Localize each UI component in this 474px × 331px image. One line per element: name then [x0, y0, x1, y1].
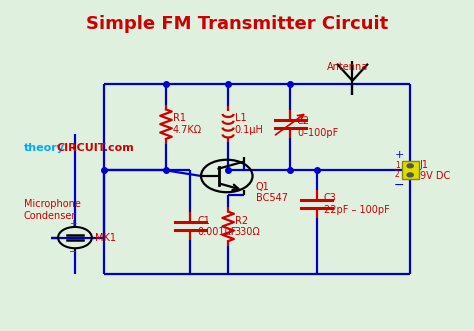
Circle shape: [407, 164, 413, 168]
Text: C3
22pF – 100pF: C3 22pF – 100pF: [324, 193, 389, 215]
Text: L1
0.1μH: L1 0.1μH: [235, 113, 264, 135]
Text: −: −: [69, 247, 77, 257]
Text: −: −: [394, 179, 404, 192]
Text: +: +: [394, 150, 404, 160]
Title: Simple FM Transmitter Circuit: Simple FM Transmitter Circuit: [86, 15, 388, 33]
Text: J1
9V DC: J1 9V DC: [420, 160, 450, 181]
Text: C1
0.001μF: C1 0.001μF: [197, 215, 237, 237]
Circle shape: [407, 173, 413, 177]
Text: 1: 1: [395, 161, 400, 170]
Text: +: +: [69, 219, 76, 228]
Text: CIRCUIT.com: CIRCUIT.com: [56, 143, 134, 153]
Text: theory: theory: [24, 143, 65, 153]
Text: Antenna: Antenna: [328, 62, 369, 72]
Text: Microphone
Condenser: Microphone Condenser: [24, 199, 81, 221]
Text: R2
330Ω: R2 330Ω: [235, 215, 261, 237]
Text: MK1: MK1: [95, 233, 116, 243]
Bar: [402, 161, 419, 179]
Text: Q1
BC547: Q1 BC547: [255, 182, 288, 203]
Text: C2
0–100pF: C2 0–100pF: [297, 116, 338, 138]
Text: 2: 2: [395, 170, 400, 179]
Text: R1
4.7KΩ: R1 4.7KΩ: [173, 113, 202, 135]
